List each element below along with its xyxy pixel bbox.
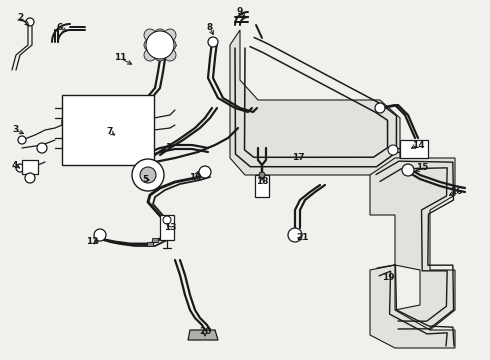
Circle shape xyxy=(146,31,174,59)
Text: 4: 4 xyxy=(12,161,18,170)
Text: 2: 2 xyxy=(17,13,23,22)
Text: 11: 11 xyxy=(114,54,126,63)
Text: 18: 18 xyxy=(256,177,268,186)
Text: 9: 9 xyxy=(237,8,243,17)
Text: 5: 5 xyxy=(142,175,148,184)
Polygon shape xyxy=(230,30,400,175)
Bar xyxy=(22,160,38,174)
Text: 20: 20 xyxy=(199,328,211,337)
Bar xyxy=(152,238,158,242)
Circle shape xyxy=(132,159,164,191)
Bar xyxy=(62,95,154,165)
Circle shape xyxy=(140,167,156,183)
Text: 14: 14 xyxy=(412,140,424,149)
Circle shape xyxy=(144,29,156,41)
Circle shape xyxy=(388,145,398,155)
Bar xyxy=(147,242,153,246)
Polygon shape xyxy=(188,330,218,340)
Circle shape xyxy=(18,136,26,144)
Text: 7: 7 xyxy=(107,127,113,136)
Circle shape xyxy=(154,49,166,61)
Circle shape xyxy=(163,216,171,224)
Circle shape xyxy=(26,18,34,26)
Bar xyxy=(160,215,174,240)
Polygon shape xyxy=(370,265,455,348)
Text: 21: 21 xyxy=(296,234,308,243)
Text: 8: 8 xyxy=(207,23,213,32)
Circle shape xyxy=(154,29,166,41)
Text: 1: 1 xyxy=(165,144,171,153)
Text: 6: 6 xyxy=(57,23,63,32)
Circle shape xyxy=(199,166,211,178)
Text: 17: 17 xyxy=(292,153,304,162)
Circle shape xyxy=(94,229,106,241)
Circle shape xyxy=(16,164,24,172)
Circle shape xyxy=(164,29,176,41)
Text: 10: 10 xyxy=(189,174,201,183)
Circle shape xyxy=(164,39,176,51)
Text: 16: 16 xyxy=(450,188,462,197)
Text: 12: 12 xyxy=(86,238,98,247)
Text: 15: 15 xyxy=(416,163,428,172)
Circle shape xyxy=(164,49,176,61)
Circle shape xyxy=(288,228,302,242)
Circle shape xyxy=(144,49,156,61)
Text: 3: 3 xyxy=(12,126,18,135)
Circle shape xyxy=(25,173,35,183)
Bar xyxy=(400,140,428,158)
Circle shape xyxy=(259,172,265,178)
Bar xyxy=(255,175,269,197)
Text: 19: 19 xyxy=(382,274,394,283)
Circle shape xyxy=(144,39,156,51)
Circle shape xyxy=(402,164,414,176)
Polygon shape xyxy=(370,158,455,330)
Circle shape xyxy=(208,37,218,47)
Text: 13: 13 xyxy=(164,224,176,233)
Circle shape xyxy=(37,143,47,153)
Circle shape xyxy=(375,103,385,113)
